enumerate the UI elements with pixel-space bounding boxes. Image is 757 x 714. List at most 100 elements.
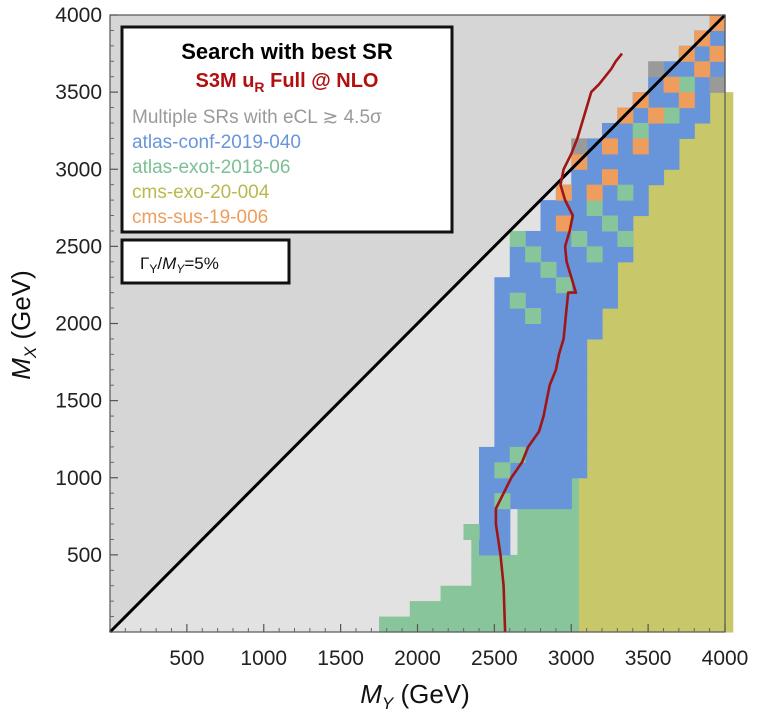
heatmap-cell xyxy=(455,601,472,618)
heatmap-cell xyxy=(655,338,672,355)
heatmap-cell xyxy=(648,61,665,78)
heatmap-cell xyxy=(640,215,657,232)
heatmap-cell xyxy=(494,277,511,294)
heatmap-cell xyxy=(701,277,718,294)
heatmap-cell xyxy=(540,338,557,355)
heatmap-cell xyxy=(594,570,611,587)
heatmap-cell xyxy=(655,385,672,402)
heatmap-cell xyxy=(494,462,511,479)
heatmap-cell xyxy=(555,493,572,510)
heatmap-cell xyxy=(578,585,595,602)
heatmap-cell xyxy=(540,292,557,309)
heatmap-cell xyxy=(578,477,595,494)
heatmap-cell xyxy=(640,338,657,355)
heatmap-cell xyxy=(578,601,595,618)
heatmap-cell xyxy=(571,416,588,433)
heatmap-cell xyxy=(655,215,672,232)
heatmap-cell xyxy=(671,601,688,618)
heatmap-cell xyxy=(671,477,688,494)
heatmap-cell xyxy=(686,215,703,232)
heatmap-cell xyxy=(494,292,511,309)
heatmap-cell xyxy=(517,601,534,618)
heatmap-cell xyxy=(540,493,557,510)
heatmap-cell xyxy=(701,431,718,448)
heatmap-cell xyxy=(486,585,503,602)
heatmap-cell xyxy=(640,585,657,602)
heatmap-cell xyxy=(578,570,595,587)
heatmap-cell xyxy=(701,570,718,587)
heatmap-cell xyxy=(701,585,718,602)
heatmap-cell xyxy=(571,246,588,263)
heatmap-cell xyxy=(655,400,672,417)
heatmap-cell xyxy=(555,354,572,371)
heatmap-cell xyxy=(701,493,718,510)
heatmap-cell xyxy=(494,385,511,402)
heatmap-cell xyxy=(686,277,703,294)
heatmap-cell xyxy=(540,246,557,263)
heatmap-cell xyxy=(563,524,580,540)
heatmap-cell xyxy=(555,385,572,402)
y-tick-label: 500 xyxy=(67,544,102,567)
y-tick-label: 1500 xyxy=(55,390,102,413)
heatmap-cell xyxy=(509,416,526,433)
heatmap-cell xyxy=(648,169,665,186)
x-axis-title: MY (GeV) xyxy=(360,679,470,713)
heatmap-cell xyxy=(586,230,603,247)
heatmap-cell xyxy=(671,292,688,309)
heatmap-cell xyxy=(540,462,557,479)
heatmap-cell xyxy=(640,230,657,247)
heatmap-cell xyxy=(686,338,703,355)
heatmap-cell xyxy=(494,369,511,386)
heatmap-cell xyxy=(586,277,603,294)
heatmap-cell xyxy=(686,138,703,155)
heatmap-cell xyxy=(640,261,657,278)
heatmap-cell xyxy=(571,462,588,479)
heatmap-cell xyxy=(548,554,565,571)
heatmap-cell xyxy=(440,585,457,602)
heatmap-cell xyxy=(525,354,542,371)
heatmap-cell xyxy=(571,369,588,386)
heatmap-cell xyxy=(602,246,618,263)
heatmap-cell xyxy=(617,169,634,186)
legend-entry-cms-exo-20-004: cms-exo-20-004 xyxy=(132,182,270,203)
heatmap-cell xyxy=(678,107,695,124)
heatmap-cell xyxy=(602,230,618,247)
heatmap-cell xyxy=(694,92,711,109)
heatmap-cell xyxy=(471,601,488,618)
heatmap-cell xyxy=(578,616,595,633)
heatmap-cell xyxy=(686,153,703,170)
heatmap-cell xyxy=(648,122,665,139)
heatmap-cell xyxy=(555,292,572,309)
heatmap-cell xyxy=(671,508,688,525)
heatmap-cell xyxy=(525,292,542,309)
y-axis-title: MX (GeV) xyxy=(6,270,40,380)
heatmap-cell xyxy=(525,446,542,463)
heatmap-cell xyxy=(517,585,534,602)
annotation-box xyxy=(120,238,291,285)
heatmap-cell xyxy=(517,508,534,525)
heatmap-cell xyxy=(609,323,626,340)
heatmap-cell xyxy=(632,122,649,139)
heatmap-cell xyxy=(594,601,611,618)
heatmap-cell xyxy=(517,554,534,571)
heatmap-cell xyxy=(617,184,634,201)
heatmap-cell xyxy=(609,416,626,433)
heatmap-cell xyxy=(609,508,626,525)
heatmap-cell xyxy=(563,585,580,602)
heatmap-cell xyxy=(678,76,695,93)
heatmap-cell xyxy=(640,416,657,433)
heatmap-cell xyxy=(586,215,603,232)
heatmap-cell xyxy=(671,616,688,633)
y-tick-label: 3500 xyxy=(55,81,102,104)
heatmap-cell xyxy=(540,477,557,494)
heatmap-cell xyxy=(671,354,688,371)
heatmap-cell xyxy=(571,431,588,448)
heatmap-cell xyxy=(640,385,657,402)
heatmap-cell xyxy=(701,385,718,402)
heatmap-cell xyxy=(555,400,572,417)
heatmap-cell xyxy=(525,462,542,479)
heatmap-cell xyxy=(686,323,703,340)
heatmap-cell xyxy=(663,92,680,109)
heatmap-cell xyxy=(555,277,572,294)
heatmap-cell xyxy=(671,493,688,510)
